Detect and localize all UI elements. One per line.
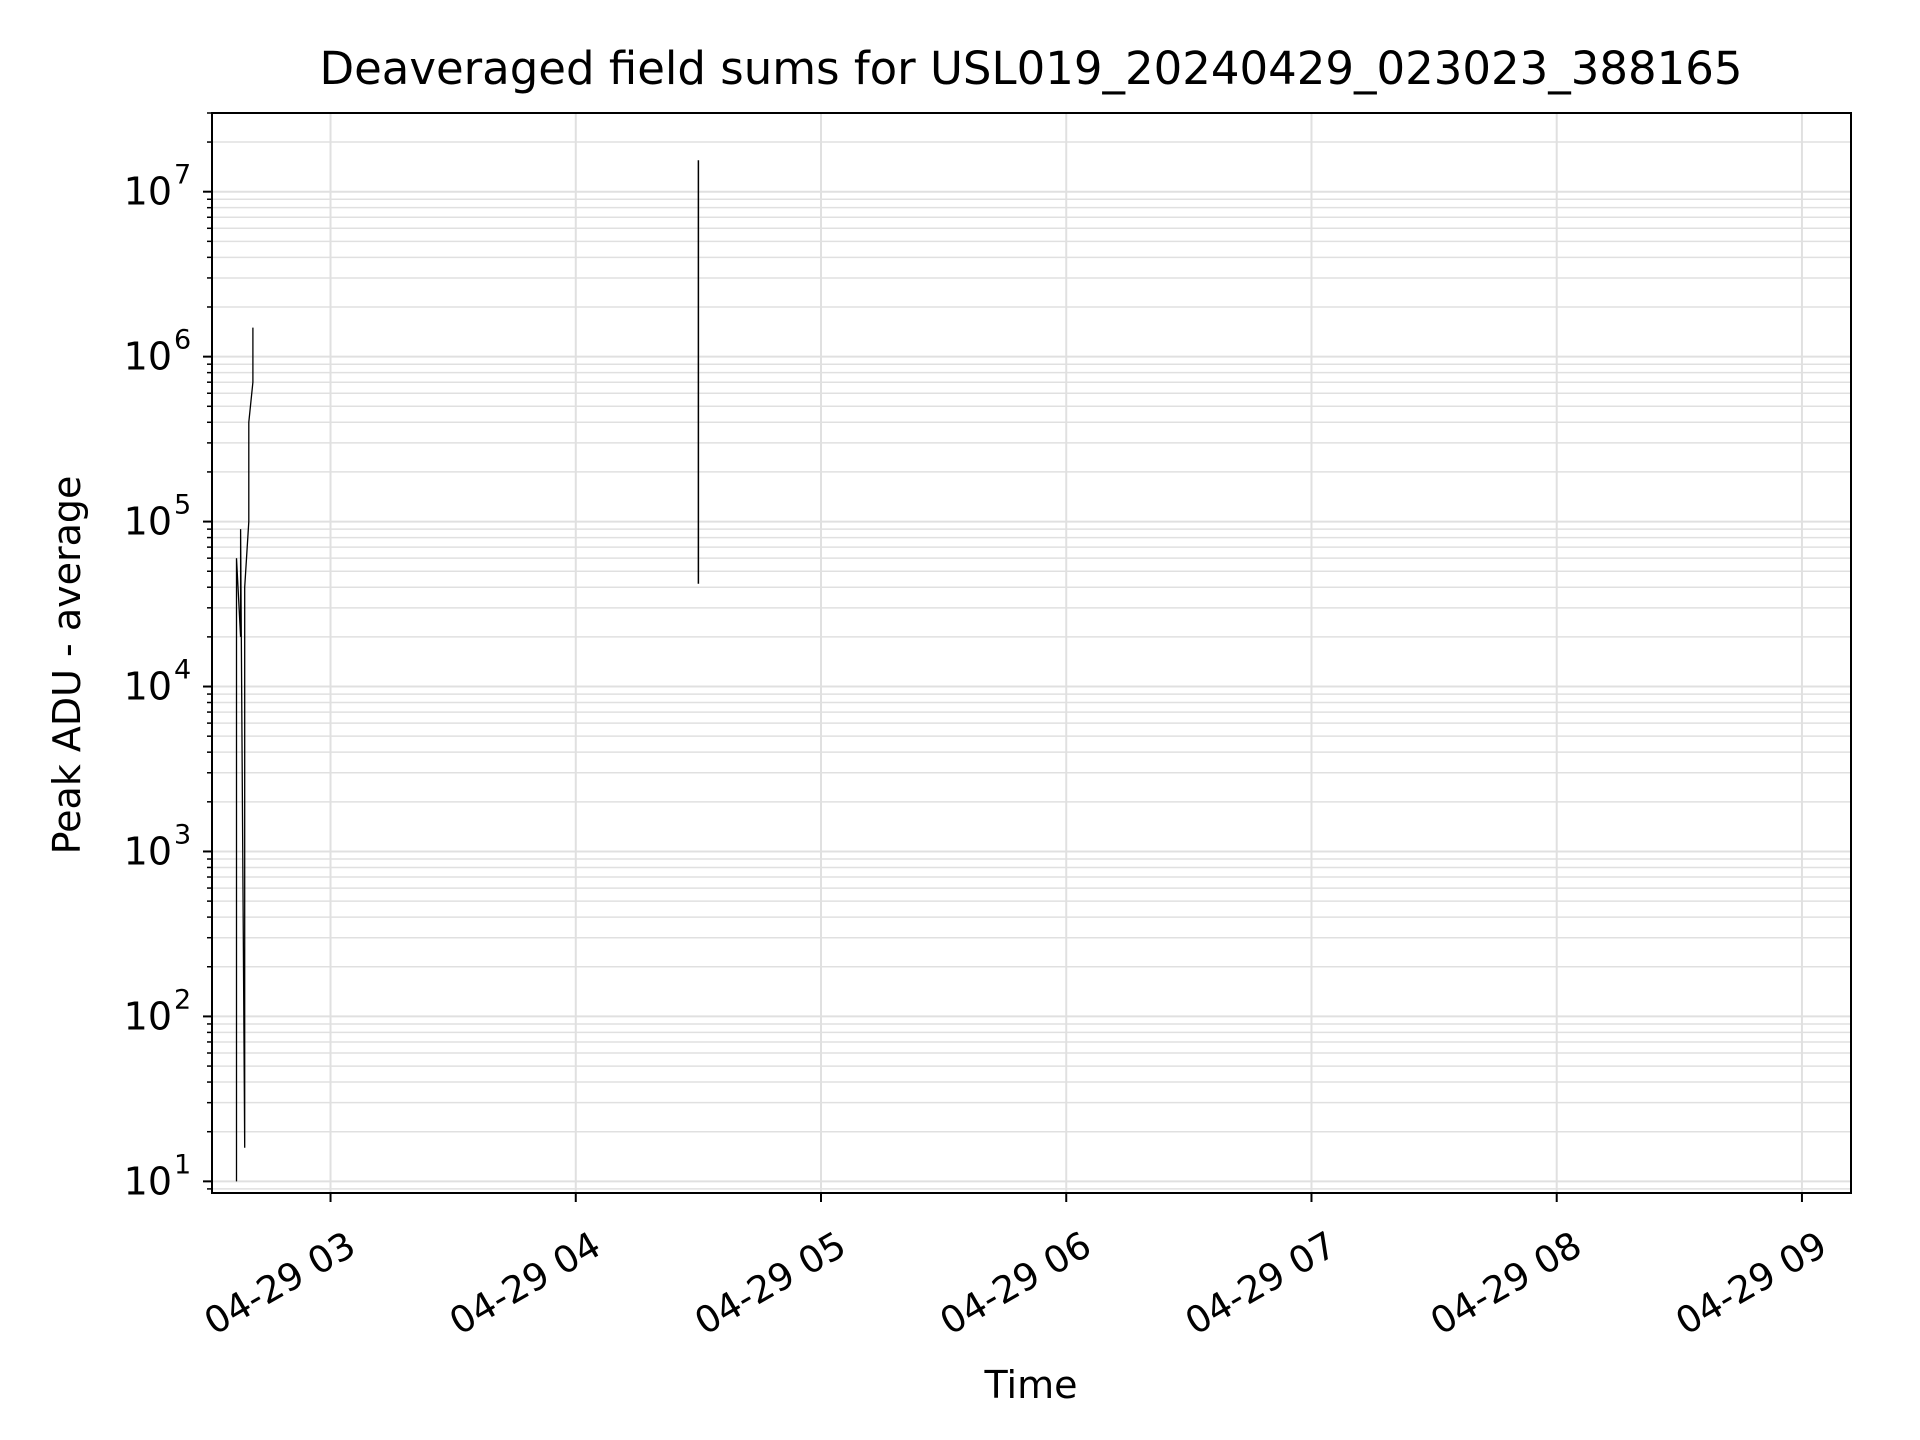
y-tick-label: 10: [124, 994, 172, 1038]
y-tick-exponent: 6: [174, 325, 191, 356]
y-tick-exponent: 1: [174, 1149, 191, 1180]
y-tick-exponent: 3: [174, 819, 191, 850]
chart-title: Deaveraged field sums for USL019_2024042…: [319, 42, 1742, 95]
y-tick-label: 10: [124, 335, 172, 379]
y-tick-exponent: 7: [174, 160, 191, 191]
x-axis-label: Time: [984, 1363, 1078, 1407]
y-tick-label: 10: [124, 829, 172, 873]
series-group: [235, 160, 700, 1182]
y-tick-label: 10: [124, 170, 172, 214]
y-axis-label: Peak ADU - average: [45, 476, 89, 855]
y-tick-label: 10: [124, 665, 172, 709]
y-tick-label: 10: [124, 1159, 172, 1203]
y-tick-exponent: 2: [174, 984, 191, 1015]
series-line: [235, 327, 254, 1182]
y-tick-label: 10: [124, 500, 172, 544]
y-tick-exponent: 5: [174, 490, 191, 521]
y-tick-exponent: 4: [174, 655, 191, 686]
grid-major: [212, 113, 1851, 1193]
grid-minor: [212, 112, 1851, 1190]
plot-area-frame: [211, 112, 1852, 1194]
